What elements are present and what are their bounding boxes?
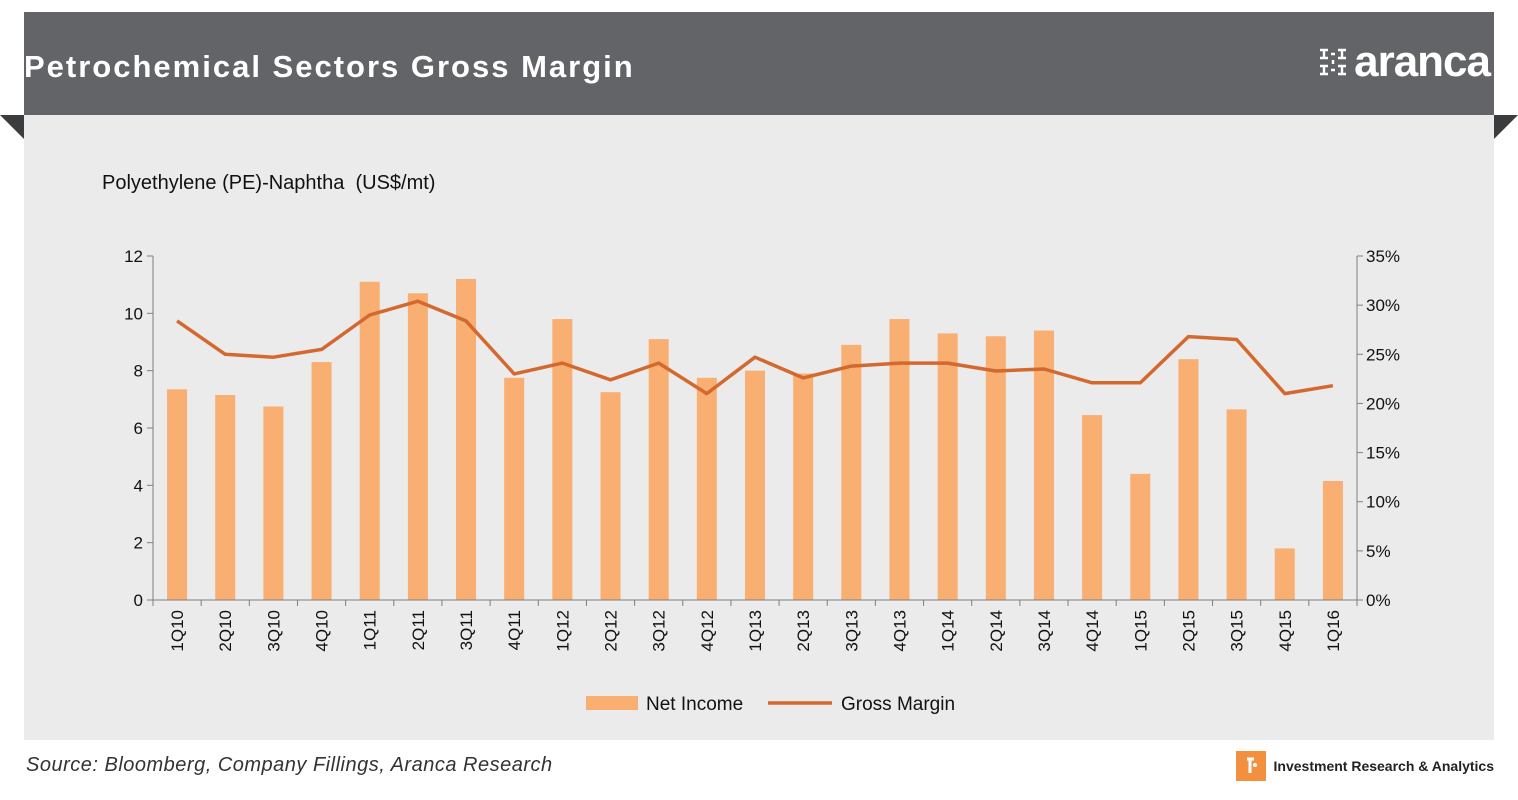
chart-title: Polyethylene (PE)-Naphtha (US$/mt)	[102, 172, 436, 194]
x-tick-label: 1Q16	[1324, 610, 1343, 652]
x-tick-label: 1Q10	[168, 610, 187, 652]
aranca-badge-icon	[1235, 751, 1266, 781]
brand-tagline: Investment Research & Analytics	[1273, 758, 1494, 774]
bar-net-income-1Q14	[937, 333, 958, 600]
bar-series-group	[167, 278, 1343, 600]
x-tick-label: 3Q12	[650, 610, 669, 652]
line-gross-margin	[176, 299, 1334, 396]
bar-net-income-4Q15	[1274, 548, 1295, 600]
left-tick-label: 10	[124, 304, 143, 323]
footer-brand: Investment Research & Analytics	[1235, 751, 1494, 781]
x-tick-label: 4Q10	[313, 610, 332, 652]
right-tick-label: 25%	[1366, 345, 1400, 364]
right-tick-label: 0%	[1366, 591, 1391, 610]
axes-group: 0 2 4 6 8 10 12 0% 5% 10% 15% 20% 25% 30% 35% 1Q10 2Q10 3…	[124, 247, 1400, 652]
x-tick-label: 2Q14	[987, 610, 1006, 652]
left-tick-label: 0	[134, 591, 143, 610]
combo-chart: 0 2 4 6 8 10 12 0% 5% 10% 15% 20% 25% 30% 35% 1Q10 2Q10 3…	[124, 247, 1400, 715]
left-tick-label: 2	[134, 534, 143, 553]
right-tick-label: 15%	[1366, 444, 1400, 463]
legend-label-gross-margin: Gross Margin	[841, 694, 955, 715]
x-tick-label: 4Q15	[1276, 610, 1295, 652]
bar-net-income-2Q14	[985, 336, 1006, 600]
bar-net-income-3Q13	[841, 344, 862, 600]
x-tick-label: 3Q13	[842, 610, 861, 652]
bar-net-income-4Q12	[696, 377, 717, 600]
x-tick-label: 1Q11	[361, 610, 380, 650]
left-tick-label: 4	[134, 476, 143, 495]
bar-net-income-4Q11	[504, 377, 525, 600]
x-tick-label: 1Q12	[553, 610, 572, 652]
bar-net-income-1Q10	[167, 389, 188, 600]
bar-net-income-2Q12	[600, 392, 621, 600]
right-tick-label: 35%	[1366, 247, 1400, 266]
bar-net-income-1Q11	[359, 281, 380, 600]
bar-net-income-3Q15	[1226, 409, 1247, 600]
bar-net-income-4Q14	[1082, 415, 1103, 600]
x-tick-label: 2Q15	[1179, 610, 1198, 652]
bar-net-income-3Q12	[648, 339, 669, 600]
header-bar	[24, 12, 1494, 115]
logo-text: aranca	[1354, 37, 1491, 86]
x-tick-label: 1Q14	[939, 610, 958, 652]
x-tick-label: 4Q13	[890, 610, 909, 652]
bar-net-income-3Q11	[456, 278, 477, 600]
aranca-logo-icon	[1320, 48, 1347, 76]
right-tick-label: 20%	[1366, 394, 1400, 413]
x-tick-label: 3Q14	[1035, 610, 1054, 652]
line-series-group	[176, 299, 1334, 396]
x-tick-label: 1Q13	[746, 610, 765, 652]
x-tick-label: 4Q14	[1083, 610, 1102, 652]
right-tick-label: 5%	[1366, 542, 1391, 561]
bar-net-income-4Q10	[311, 362, 332, 600]
x-tick-label: 4Q11	[505, 610, 524, 650]
header-fold-right	[1494, 115, 1518, 139]
x-tick-label: 2Q10	[216, 610, 235, 652]
legend: Net Income Gross Margin	[586, 694, 955, 715]
x-tick-label: 2Q13	[794, 610, 813, 652]
left-tick-label: 6	[134, 419, 143, 438]
x-tick-label: 4Q12	[698, 610, 717, 652]
bar-net-income-1Q13	[745, 370, 765, 600]
bar-net-income-1Q15	[1130, 473, 1151, 600]
legend-label-net-income: Net Income	[646, 694, 743, 715]
legend-swatch-net-income	[586, 696, 638, 710]
x-tick-label: 2Q11	[409, 610, 428, 650]
bar-net-income-1Q12	[552, 319, 573, 600]
bar-net-income-2Q15	[1178, 359, 1199, 600]
page-title: Petrochemical Sectors Gross Margin	[24, 49, 635, 84]
left-tick-label: 12	[124, 247, 143, 266]
aranca-logo: aranca	[1318, 37, 1491, 86]
x-tick-label: 3Q10	[264, 610, 283, 652]
bar-net-income-3Q10	[263, 406, 284, 600]
bar-net-income-3Q14	[1033, 330, 1054, 600]
bar-net-income-1Q16	[1322, 481, 1343, 600]
header-fold-left	[0, 115, 24, 139]
x-tick-label: 2Q12	[602, 610, 621, 652]
x-tick-label: 3Q15	[1228, 610, 1247, 652]
bar-net-income-2Q10	[215, 395, 236, 600]
x-tick-label: 3Q11	[457, 610, 476, 650]
right-tick-label: 10%	[1366, 493, 1400, 512]
bar-net-income-2Q11	[407, 293, 428, 600]
source-note: Source: Bloomberg, Company Fillings, Ara…	[26, 754, 553, 776]
x-tick-label: 1Q15	[1131, 610, 1150, 652]
right-tick-label: 30%	[1366, 296, 1400, 315]
bar-net-income-4Q13	[889, 319, 910, 600]
left-tick-label: 8	[134, 362, 143, 381]
bar-net-income-2Q13	[793, 373, 814, 600]
